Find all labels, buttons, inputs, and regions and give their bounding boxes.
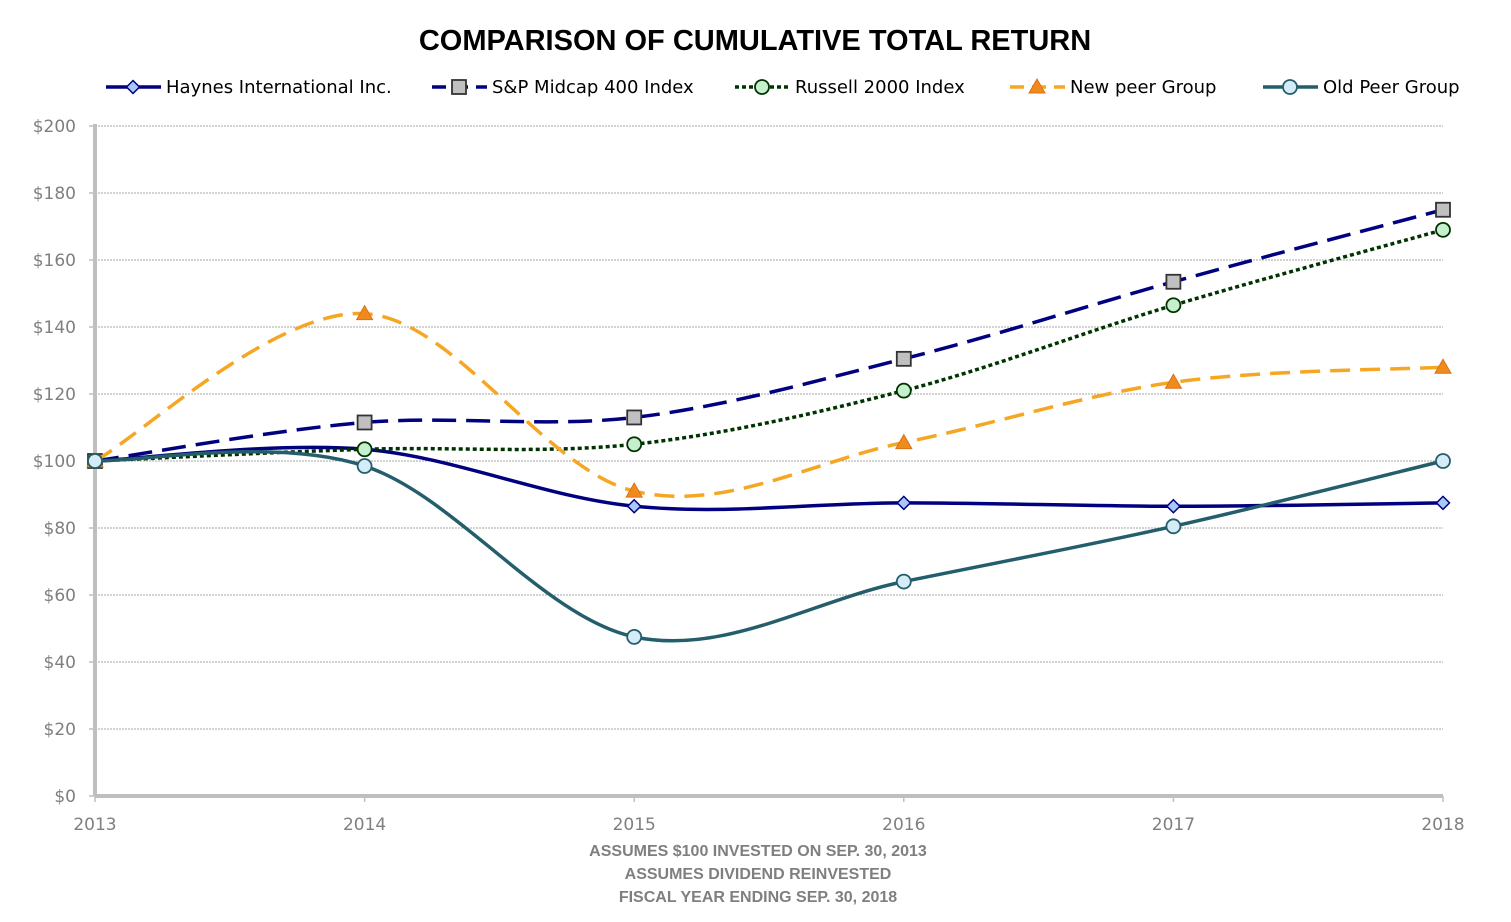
legend-marker <box>1028 77 1046 94</box>
data-point <box>894 433 913 450</box>
legend-marker <box>451 79 467 95</box>
y-tick-label: $60 <box>44 586 76 606</box>
legend-item-1: S&P Midcap 400 Index <box>432 77 694 98</box>
legend-label: New peer Group <box>1070 77 1216 98</box>
footnote-2: ASSUMES DIVIDEND REINVESTED <box>625 866 892 883</box>
y-tick-label: $20 <box>44 720 76 740</box>
legend-marker <box>754 79 770 95</box>
legend-item-4: Old Peer Group <box>1263 77 1460 98</box>
axes: $0 $20 $40 $60 $80 $100 $120 $140 $160 $180 $200 20… <box>33 117 1465 835</box>
data-point <box>625 482 644 498</box>
data-point <box>1165 273 1182 290</box>
x-tick-label: 2018 <box>1421 815 1464 835</box>
chart-title: COMPARISON OF CUMULATIVE TOTAL RETURN <box>419 25 1091 57</box>
legend-label: S&P Midcap 400 Index <box>492 77 694 98</box>
x-tick-label: 2015 <box>613 815 656 835</box>
data-point <box>356 414 373 431</box>
data-point <box>895 382 912 399</box>
data-point <box>1165 297 1182 314</box>
data-point <box>626 498 642 514</box>
series-line <box>94 311 1444 499</box>
footnote-3: FISCAL YEAR ENDING SEP. 30, 2018 <box>619 889 897 906</box>
data-point <box>356 458 373 474</box>
data-point <box>1164 373 1183 389</box>
data-point <box>356 441 373 458</box>
series-line <box>94 208 1444 463</box>
data-point <box>355 304 374 321</box>
legend-label: Old Peer Group <box>1323 77 1460 98</box>
data-point <box>1165 498 1181 514</box>
data-point <box>1434 358 1452 374</box>
data-point <box>87 453 103 469</box>
data-point <box>626 628 643 645</box>
data-point <box>626 436 643 453</box>
series-line <box>94 445 1444 512</box>
data-point <box>1435 221 1451 238</box>
data-point <box>1165 518 1182 535</box>
data-point <box>1435 453 1451 469</box>
y-tick-label: $0 <box>54 787 76 807</box>
series-lines <box>86 201 1452 645</box>
x-tick-label: 2013 <box>73 815 116 835</box>
legend-item-2: Russell 2000 Index <box>735 77 965 98</box>
data-point <box>895 573 912 590</box>
series-4 <box>87 450 1451 645</box>
data-point <box>1435 495 1451 511</box>
x-tick-label: 2017 <box>1152 815 1195 835</box>
y-tick-label: $120 <box>33 385 76 405</box>
x-tick-label: 2014 <box>343 815 386 835</box>
legend-label: Russell 2000 Index <box>795 77 965 98</box>
data-point <box>1435 201 1451 218</box>
legend-marker <box>125 79 141 95</box>
series-line <box>94 450 1444 643</box>
legend: Haynes International Inc. S&P Midcap 400 … <box>106 77 1460 98</box>
y-tick-label: $140 <box>33 318 76 338</box>
y-tick-label: $160 <box>33 251 76 271</box>
legend-marker <box>1282 79 1298 95</box>
footnote-1: ASSUMES $100 INVESTED ON SEP. 30, 2013 <box>589 843 927 860</box>
legend-item-3: New peer Group <box>1010 77 1216 98</box>
gridlines <box>95 125 1443 730</box>
data-point <box>626 409 643 426</box>
legend-label: Haynes International Inc. <box>166 77 392 98</box>
series-1 <box>87 201 1451 469</box>
data-point <box>896 495 912 511</box>
y-tick-label: $200 <box>33 117 76 137</box>
y-tick-label: $40 <box>44 653 76 673</box>
series-3 <box>86 304 1452 499</box>
legend-item-0: Haynes International Inc. <box>106 77 392 98</box>
y-tick-label: $100 <box>33 452 76 472</box>
x-tick-label: 2016 <box>882 815 925 835</box>
series-line <box>94 228 1444 463</box>
y-tick-label: $80 <box>44 519 76 539</box>
data-point <box>895 350 912 367</box>
y-tick-label: $180 <box>33 184 76 204</box>
